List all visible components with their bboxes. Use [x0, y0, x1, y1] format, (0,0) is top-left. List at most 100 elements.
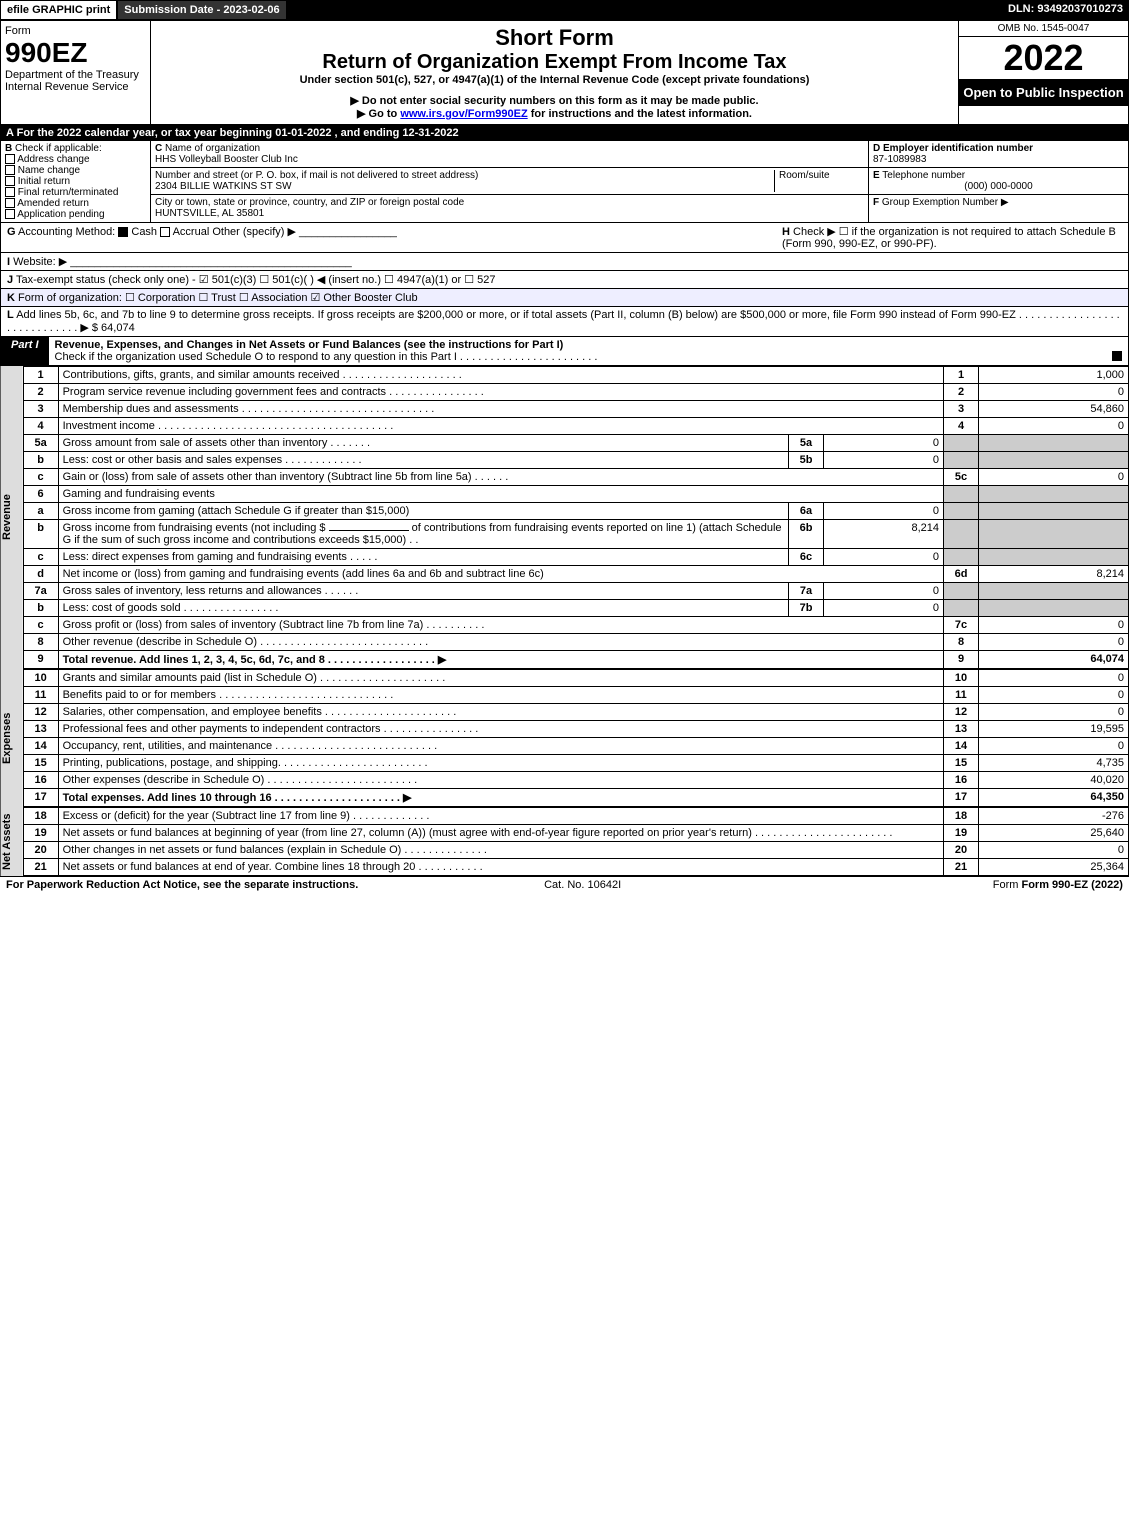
- ln6b-d1: Gross income from fundraising events (no…: [63, 522, 326, 534]
- footer-left: For Paperwork Reduction Act Notice, see …: [6, 879, 358, 891]
- chk-initial-return[interactable]: [5, 176, 15, 186]
- ln7b-desc: Less: cost of goods sold . . . . . . . .…: [58, 600, 788, 617]
- ln11-num: 11: [23, 687, 58, 704]
- ln5b-sl: 5b: [789, 452, 824, 469]
- footer-cat: Cat. No. 10642I: [544, 879, 621, 891]
- f-arrow: ▶: [1001, 197, 1009, 208]
- expenses-table: 10Grants and similar amounts paid (list …: [23, 669, 1129, 807]
- ln18-ref: 18: [944, 808, 979, 825]
- ln6a-desc: Gross income from gaming (attach Schedul…: [58, 503, 788, 520]
- ln16-num: 16: [23, 772, 58, 789]
- side-revenue: Revenue: [1, 366, 23, 669]
- d-lbl: Employer identification number: [883, 143, 1033, 154]
- side-expenses: Expenses: [1, 669, 23, 807]
- ln4-desc: Investment income . . . . . . . . . . . …: [58, 418, 943, 435]
- ln8-num: 8: [23, 634, 58, 651]
- chk-amended-return[interactable]: [5, 198, 15, 208]
- i-text: Website: ▶: [13, 256, 67, 268]
- ln13-ref: 13: [944, 721, 979, 738]
- ln13-desc: Professional fees and other payments to …: [58, 721, 943, 738]
- ln1-num: 1: [23, 367, 58, 384]
- form-header: Form 990EZ Department of the Treasury In…: [0, 20, 1129, 125]
- ln10-val: 0: [979, 670, 1129, 687]
- chk-cash[interactable]: [118, 227, 128, 237]
- ln5a-desc: Gross amount from sale of assets other t…: [58, 435, 788, 452]
- chk-final-return[interactable]: [5, 187, 15, 197]
- ln7c-ref: 7c: [944, 617, 979, 634]
- line-15: 15Printing, publications, postage, and s…: [23, 755, 1128, 772]
- ln21-val: 25,364: [979, 859, 1129, 876]
- short-form-title: Short Form: [155, 25, 954, 51]
- ln6d-ref: 6d: [944, 566, 979, 583]
- chk-address-change[interactable]: [5, 154, 15, 164]
- b-label: Check if applicable:: [15, 143, 102, 154]
- opt-initial-return: Initial return: [18, 176, 70, 187]
- line-17: 17Total expenses. Add lines 10 through 1…: [23, 789, 1128, 807]
- ln7c-desc: Gross profit or (loss) from sales of inv…: [58, 617, 943, 634]
- efile-button[interactable]: efile GRAPHIC print: [0, 0, 117, 20]
- ln7b-num: b: [23, 600, 58, 617]
- tax-year: 2022: [959, 37, 1128, 79]
- ln12-val: 0: [979, 704, 1129, 721]
- ln7a-sv: 0: [824, 583, 944, 600]
- ln2-ref: 2: [944, 384, 979, 401]
- line-1: 1Contributions, gifts, grants, and simil…: [23, 367, 1128, 384]
- ln6a-num: a: [23, 503, 58, 520]
- line-9: 9Total revenue. Add lines 1, 2, 3, 4, 5c…: [23, 651, 1128, 669]
- irs-label: Internal Revenue Service: [5, 81, 146, 93]
- chk-part1-schedO[interactable]: [1112, 351, 1122, 361]
- line-3: 3Membership dues and assessments . . . .…: [23, 401, 1128, 418]
- chk-accrual[interactable]: [160, 227, 170, 237]
- chk-application-pending[interactable]: [5, 209, 15, 219]
- form-title-block: Short Form Return of Organization Exempt…: [151, 21, 958, 124]
- ln14-num: 14: [23, 738, 58, 755]
- omb-number: OMB No. 1545-0047: [959, 21, 1128, 37]
- ln6c-desc: Less: direct expenses from gaming and fu…: [58, 549, 788, 566]
- ln7c-val: 0: [979, 617, 1129, 634]
- ln19-num: 19: [23, 825, 58, 842]
- k-text: Form of organization: ☐ Corporation ☐ Tr…: [18, 292, 418, 304]
- ln7b-grey2: [979, 600, 1129, 617]
- ln6c-sv: 0: [824, 549, 944, 566]
- row-k: K Form of organization: ☐ Corporation ☐ …: [0, 289, 1129, 307]
- ln14-desc: Occupancy, rent, utilities, and maintena…: [58, 738, 943, 755]
- ln11-desc: Benefits paid to or for members . . . . …: [58, 687, 943, 704]
- j-text: Tax-exempt status (check only one) - ☑ 5…: [16, 274, 496, 286]
- row-a: A For the 2022 calendar year, or tax yea…: [0, 125, 1129, 141]
- ln8-ref: 8: [944, 634, 979, 651]
- ln1-desc: Contributions, gifts, grants, and simila…: [58, 367, 943, 384]
- phone: (000) 000-0000: [873, 181, 1124, 192]
- line-13: 13Professional fees and other payments t…: [23, 721, 1128, 738]
- l-text: Add lines 5b, 6c, and 7b to line 9 to de…: [7, 309, 1120, 334]
- instr-goto-pre: ▶ Go to: [357, 108, 400, 120]
- ln4-val: 0: [979, 418, 1129, 435]
- form-id-block: Form 990EZ Department of the Treasury In…: [1, 21, 151, 124]
- revenue-block: Revenue 1Contributions, gifts, grants, a…: [0, 366, 1129, 669]
- ln6-desc: Gaming and fundraising events: [58, 486, 943, 503]
- line-6: 6Gaming and fundraising events: [23, 486, 1128, 503]
- chk-name-change[interactable]: [5, 165, 15, 175]
- ln12-ref: 12: [944, 704, 979, 721]
- section-def: D Employer identification number 87-1089…: [868, 141, 1128, 222]
- ln6d-desc: Net income or (loss) from gaming and fun…: [58, 566, 943, 583]
- irs-link[interactable]: www.irs.gov/Form990EZ: [400, 108, 527, 120]
- line-5a: 5aGross amount from sale of assets other…: [23, 435, 1128, 452]
- ln6d-val: 8,214: [979, 566, 1129, 583]
- instr-goto: ▶ Go to www.irs.gov/Form990EZ for instru…: [155, 107, 954, 120]
- ln6c-num: c: [23, 549, 58, 566]
- h-text: Check ▶ ☐ if the organization is not req…: [782, 226, 1116, 250]
- part1-check: Check if the organization used Schedule …: [55, 351, 598, 363]
- ln15-desc: Printing, publications, postage, and shi…: [58, 755, 943, 772]
- ln11-ref: 11: [944, 687, 979, 704]
- ln6a-grey1: [944, 503, 979, 520]
- ln16-desc: Other expenses (describe in Schedule O) …: [58, 772, 943, 789]
- ln17-desc: Total expenses. Add lines 10 through 16 …: [58, 789, 943, 807]
- ln17-num: 17: [23, 789, 58, 807]
- ln7a-grey1: [944, 583, 979, 600]
- ln6b-grey2: [979, 520, 1129, 549]
- org-city: HUNTSVILLE, AL 35801: [155, 208, 264, 219]
- c-addr-lbl: Number and street (or P. O. box, if mail…: [155, 170, 478, 181]
- ln1-ref: 1: [944, 367, 979, 384]
- ln11-val: 0: [979, 687, 1129, 704]
- room-lbl: Room/suite: [779, 170, 830, 181]
